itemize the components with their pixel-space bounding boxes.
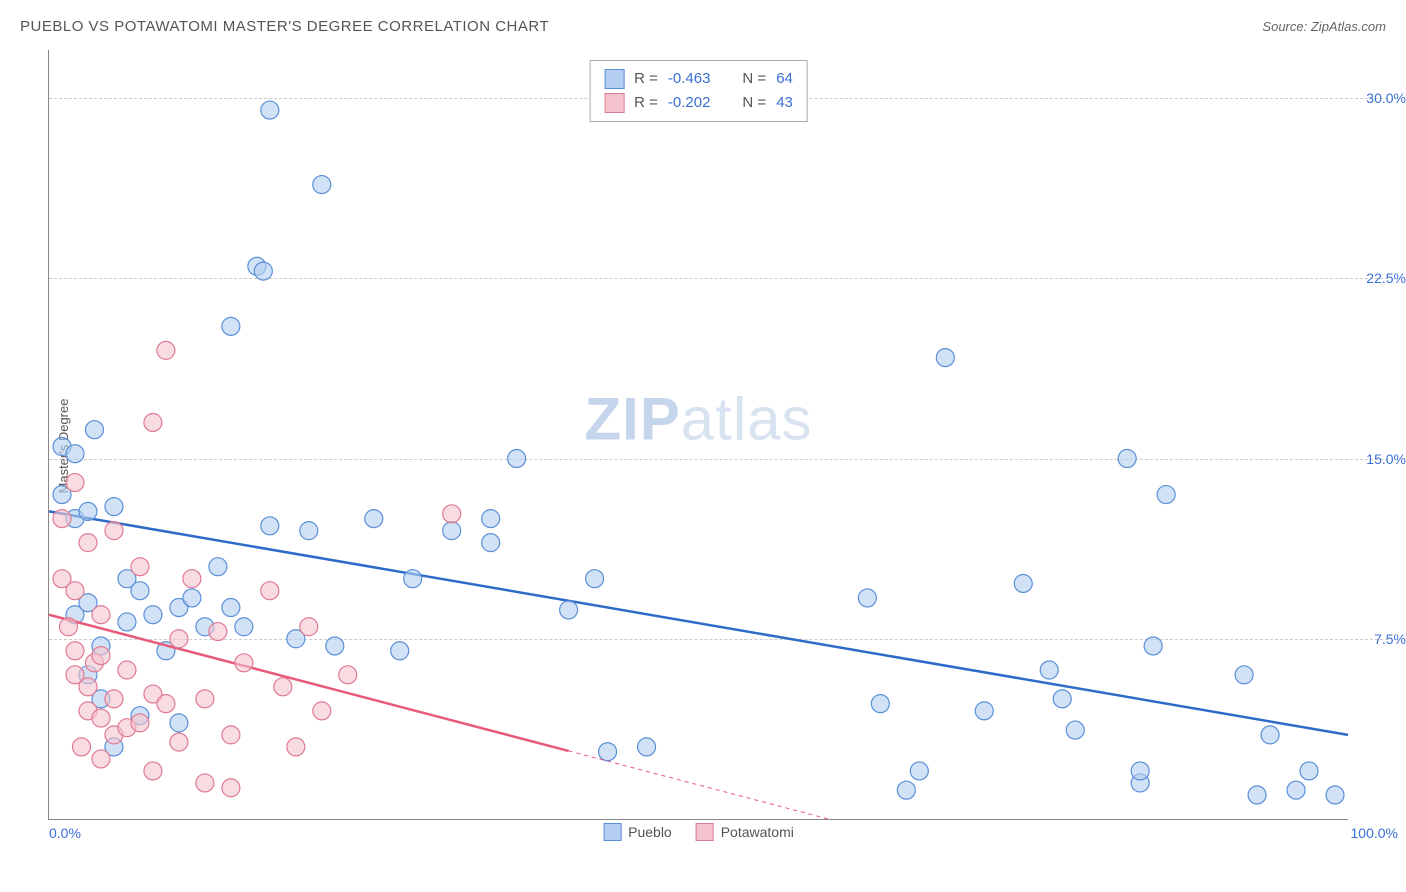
y-tick-label: 22.5% [1366,270,1406,286]
x-tick-label: 0.0% [49,825,81,841]
chart-title: PUEBLO VS POTAWATOMI MASTER'S DEGREE COR… [20,18,549,35]
header: PUEBLO VS POTAWATOMI MASTER'S DEGREE COR… [20,18,1386,35]
legend-item-pueblo: Pueblo [603,823,672,841]
swatch-pueblo [604,69,624,89]
correlation-legend: R = -0.463 N = 64 R = -0.202 N = 43 [589,60,808,122]
legend-row-potawatomi: R = -0.202 N = 43 [604,91,793,115]
legend-row-pueblo: R = -0.463 N = 64 [604,67,793,91]
plot-svg [49,50,1348,819]
series-legend: Pueblo Potawatomi [603,823,794,841]
plot-region: ZIPatlas R = -0.463 N = 64 R = -0.202 N … [48,50,1348,820]
chart-area: ZIPatlas R = -0.463 N = 64 R = -0.202 N … [48,50,1348,820]
legend-item-potawatomi: Potawatomi [696,823,794,841]
source-attribution: Source: ZipAtlas.com [1262,19,1386,34]
y-tick-label: 7.5% [1374,631,1406,647]
y-tick-label: 15.0% [1366,451,1406,467]
swatch-potawatomi [604,93,624,113]
legend-swatch-potawatomi [696,823,714,841]
legend-swatch-pueblo [603,823,621,841]
y-tick-label: 30.0% [1366,90,1406,106]
x-tick-label: 100.0% [1351,825,1398,841]
